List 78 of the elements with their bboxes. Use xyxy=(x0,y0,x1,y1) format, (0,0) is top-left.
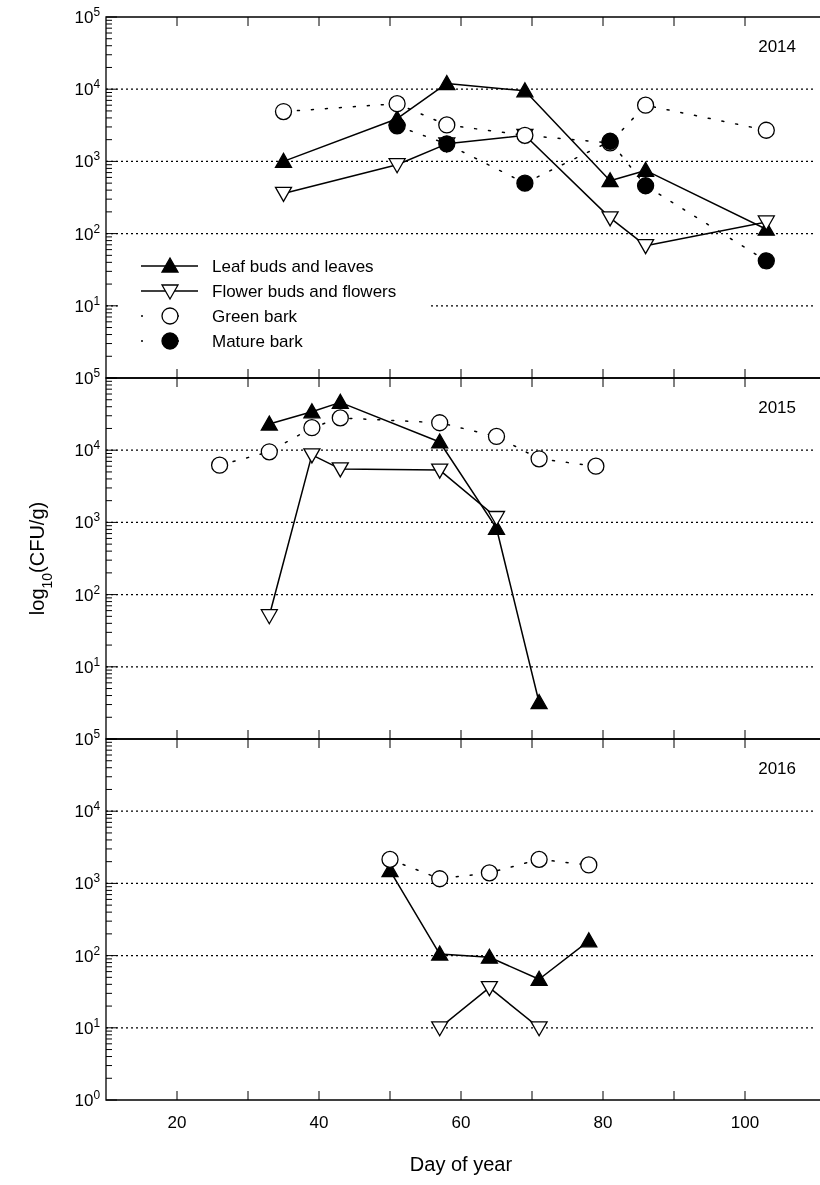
point xyxy=(260,443,278,461)
point xyxy=(274,102,293,121)
x-tick-label: 20 xyxy=(167,1113,187,1132)
point xyxy=(388,158,406,174)
point xyxy=(274,152,293,169)
annotation: 2015 xyxy=(758,398,796,417)
point xyxy=(438,116,456,134)
point xyxy=(331,393,349,409)
point xyxy=(431,414,449,432)
y-tick-label: 10$^{4}$ xyxy=(74,438,101,461)
x-tick-label: 100 xyxy=(730,1113,760,1132)
y-tick-label: 10$^{3}$ xyxy=(74,510,101,533)
y-tick-label: 10$^{4}$ xyxy=(74,799,101,822)
x-tick-label: 60 xyxy=(451,1113,471,1132)
point xyxy=(303,448,321,464)
point xyxy=(601,172,619,188)
point xyxy=(530,1021,548,1037)
point xyxy=(381,850,399,869)
point xyxy=(431,1021,449,1037)
legend-label: Flower buds and flowers xyxy=(212,282,397,301)
point xyxy=(431,945,449,961)
point xyxy=(530,693,548,710)
y-tick-label: 10$^{1}$ xyxy=(74,1015,101,1038)
point xyxy=(530,970,548,986)
point xyxy=(260,609,278,625)
y-tick-label: 10$^{2}$ xyxy=(74,943,101,966)
legend-label: Green bark xyxy=(212,307,298,326)
point xyxy=(431,870,449,888)
point xyxy=(487,427,506,446)
point xyxy=(303,419,321,437)
y-tick-label: 10$^{0}$ xyxy=(74,1088,101,1110)
point xyxy=(587,457,605,475)
point xyxy=(580,932,598,948)
point xyxy=(636,177,655,195)
x-axis-title: Day of year xyxy=(409,1153,513,1175)
legend-label: Mature bark xyxy=(212,332,304,351)
y-tick-label: 10$^{5}$ xyxy=(74,5,101,27)
point xyxy=(530,450,548,468)
point xyxy=(757,121,775,139)
point xyxy=(480,864,499,882)
point xyxy=(580,856,598,874)
point xyxy=(757,215,775,231)
point xyxy=(431,433,449,449)
y-tick-label: 10$^{3}$ xyxy=(74,149,101,172)
y-tick-label: 10$^{2}$ xyxy=(74,221,101,244)
point xyxy=(516,82,534,98)
point xyxy=(388,117,406,135)
y-tick-label: 10$^{5}$ xyxy=(74,366,101,388)
point xyxy=(487,510,506,527)
point xyxy=(331,462,349,478)
point xyxy=(530,850,548,869)
point xyxy=(636,96,655,114)
x-tick-label: 80 xyxy=(593,1113,613,1132)
point xyxy=(480,980,499,997)
y-tick-label: 10$^{2}$ xyxy=(74,582,101,605)
point xyxy=(636,239,655,255)
annotation: 2016 xyxy=(758,759,796,778)
y-tick-label: 10$^{4}$ xyxy=(74,77,101,100)
point xyxy=(601,211,619,227)
point xyxy=(757,252,775,270)
point xyxy=(516,174,534,192)
x-tick-label: 40 xyxy=(309,1113,329,1132)
point xyxy=(388,95,406,113)
y-tick-label: 10$^{1}$ xyxy=(74,654,101,677)
legend-label: Leaf buds and leaves xyxy=(212,257,374,276)
point xyxy=(431,463,449,479)
y-tick-label: 10$^{5}$ xyxy=(74,727,101,749)
point xyxy=(438,74,456,91)
point xyxy=(260,415,278,431)
point xyxy=(274,186,293,203)
point xyxy=(636,161,655,178)
point xyxy=(303,403,321,419)
point xyxy=(480,948,499,964)
point xyxy=(210,456,229,474)
y-tick-label: 10$^{1}$ xyxy=(74,293,101,316)
annotation: 2014 xyxy=(758,37,796,56)
y-tick-label: 10$^{3}$ xyxy=(74,871,101,894)
point xyxy=(331,409,349,427)
